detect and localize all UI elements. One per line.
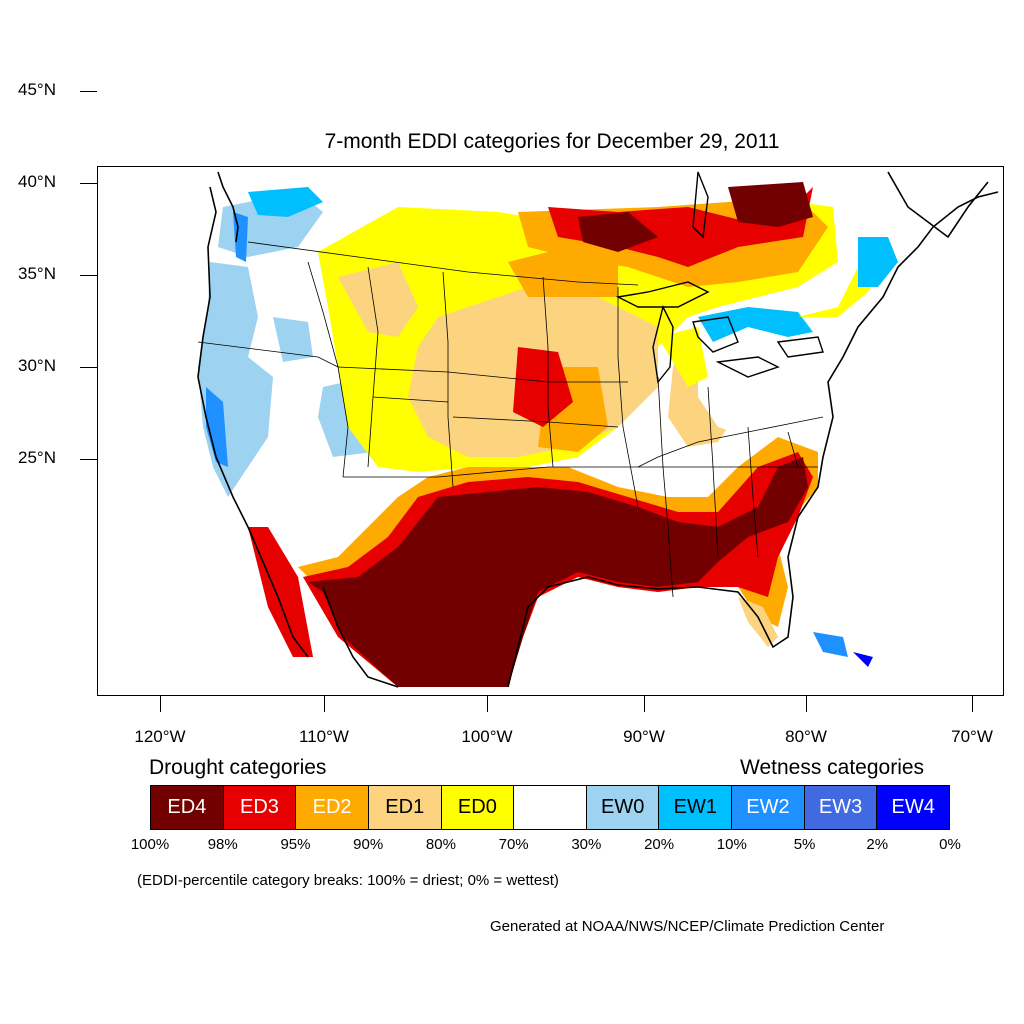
break-label: 80% (425, 836, 456, 853)
lon-label-90: 90°W (623, 727, 665, 746)
legend-cell-ed1: ED1 (368, 786, 442, 829)
northern-dry-zone (318, 182, 838, 472)
legend-cell-ew2: EW2 (732, 786, 805, 829)
break-label: 5% (793, 836, 816, 853)
lon-label-80: 80°W (785, 727, 827, 746)
lon-label-70: 70°W (951, 727, 993, 746)
lon-label-110: 110°W (299, 727, 349, 746)
lat-label-45: 45°N (18, 80, 56, 99)
lon-tick-80 (806, 696, 807, 712)
legend-cell-ew0: EW0 (586, 786, 660, 829)
break-label: 98% (207, 836, 238, 853)
lat-tick-45 (80, 91, 97, 92)
eddi-map (97, 166, 1004, 696)
legend-cell-neutral (514, 786, 587, 829)
lon-label-120: 120°W (134, 727, 186, 746)
lon-tick-100 (487, 696, 488, 712)
legend-cell-ew1: EW1 (659, 786, 733, 829)
break-label: 30% (571, 836, 602, 853)
legend-cell-ew4: EW4 (877, 786, 950, 829)
state-borders (197, 241, 824, 598)
great-lakes-outlines (615, 171, 824, 384)
lon-tick-110 (324, 696, 325, 712)
break-label: 0% (939, 836, 961, 853)
category-legend: ED4 ED3 ED2 ED1 ED0 EW0 EW1 EW2 EW3 EW4 (150, 785, 950, 830)
lat-tick-30 (80, 367, 97, 368)
lat-tick-35 (80, 275, 97, 276)
lat-tick-40 (80, 183, 97, 184)
legend-cell-ed4: ED4 (151, 786, 224, 829)
lon-tick-90 (644, 696, 645, 712)
wetness-heading: Wetness categories (740, 756, 925, 779)
break-label: 2% (866, 836, 889, 853)
bahamas-wet-zone (813, 632, 873, 667)
break-label: 10% (716, 836, 747, 853)
legend-cell-ed2: ED2 (296, 786, 369, 829)
legend-cell-ed0: ED0 (441, 786, 515, 829)
lon-tick-120 (160, 696, 161, 712)
map-title: 7-month EDDI categories for December 29,… (324, 130, 780, 153)
northeast-zone (658, 237, 898, 437)
legend-cell-ew3: EW3 (804, 786, 878, 829)
category-note: (EDDI-percentile category breaks: 100% =… (137, 872, 559, 889)
break-label: 90% (353, 836, 384, 853)
lon-label-100: 100°W (461, 727, 513, 746)
southern-drought-zone (248, 437, 818, 687)
eddi-map-svg (197, 171, 999, 688)
coastline-lines (197, 171, 999, 688)
break-label: 95% (280, 836, 311, 853)
legend-cell-ed3: ED3 (223, 786, 297, 829)
lat-label-25: 25°N (18, 448, 56, 467)
credit-line: Generated at NOAA/NWS/NCEP/Climate Predi… (490, 918, 885, 935)
lon-tick-70 (972, 696, 973, 712)
lat-label-40: 40°N (18, 172, 56, 191)
drought-heading: Drought categories (149, 756, 327, 779)
break-label: 20% (644, 836, 675, 853)
lat-tick-25 (80, 459, 97, 460)
lat-label-30: 30°N (18, 356, 56, 375)
break-label: 100% (130, 836, 170, 853)
break-label: 70% (498, 836, 529, 853)
lat-label-35: 35°N (18, 264, 56, 283)
